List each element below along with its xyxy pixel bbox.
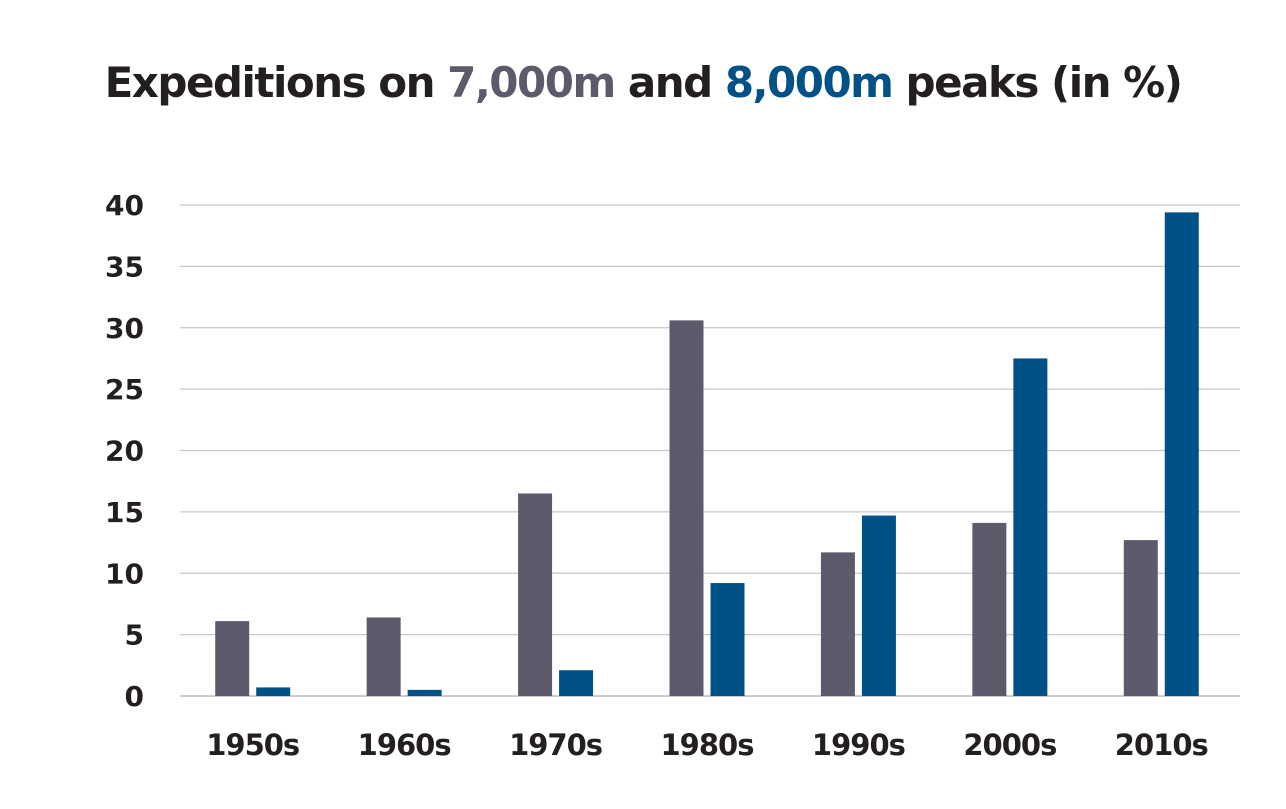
y-tick-label: 20 xyxy=(105,435,144,468)
bar-1980s-series-2 xyxy=(710,583,745,696)
bar-1960s-series-2 xyxy=(407,689,442,696)
bar-1980s-series-1 xyxy=(669,320,704,696)
bars xyxy=(215,212,1199,697)
x-tick-label: 1970s xyxy=(509,728,602,762)
x-tick-label: 1990s xyxy=(812,728,905,762)
bar-1990s-series-2 xyxy=(861,515,896,696)
x-tick-label: 2000s xyxy=(963,728,1056,762)
bar-2010s-series-2 xyxy=(1164,212,1199,697)
y-axis-ticks: 0 5 10 15 20 25 30 35 40 xyxy=(105,189,144,713)
title-text-2: and xyxy=(614,58,725,107)
y-tick-label: 25 xyxy=(105,373,144,406)
y-tick-label: 5 xyxy=(125,619,144,652)
bar-1960s-series-1 xyxy=(366,617,401,696)
chart-title: Expeditions on 7,000m and 8,000m peaks (… xyxy=(0,58,1286,107)
bar-2000s-series-1 xyxy=(972,522,1007,696)
x-tick-label: 1980s xyxy=(661,728,754,762)
x-tick-label: 2010s xyxy=(1115,728,1208,762)
y-tick-label: 10 xyxy=(105,557,144,590)
gridlines xyxy=(180,204,1240,697)
y-tick-label: 35 xyxy=(105,250,144,283)
y-tick-label: 30 xyxy=(105,312,144,345)
bar-1990s-series-1 xyxy=(820,552,855,696)
y-tick-label: 15 xyxy=(105,496,144,529)
title-text-1: Expeditions on xyxy=(104,58,448,107)
bar-2010s-series-1 xyxy=(1123,540,1158,696)
x-tick-label: 1950s xyxy=(206,728,299,762)
title-series-7000m: 7,000m xyxy=(447,58,616,107)
bar-1950s-series-1 xyxy=(215,621,250,696)
bar-1970s-series-1 xyxy=(518,493,553,696)
y-tick-label: 40 xyxy=(105,189,144,222)
y-tick-label: 0 xyxy=(125,680,144,713)
x-axis-labels: 1950s 1960s 1970s 1980s 1990s 2000s 2010s xyxy=(206,728,1209,762)
bar-2000s-series-2 xyxy=(1013,358,1048,696)
title-series-8000m: 8,000m xyxy=(724,58,894,107)
bar-1970s-series-2 xyxy=(559,670,594,696)
bar-1950s-series-2 xyxy=(256,687,291,696)
title-text-3: peaks (in %) xyxy=(892,58,1183,107)
x-tick-label: 1960s xyxy=(358,728,451,762)
